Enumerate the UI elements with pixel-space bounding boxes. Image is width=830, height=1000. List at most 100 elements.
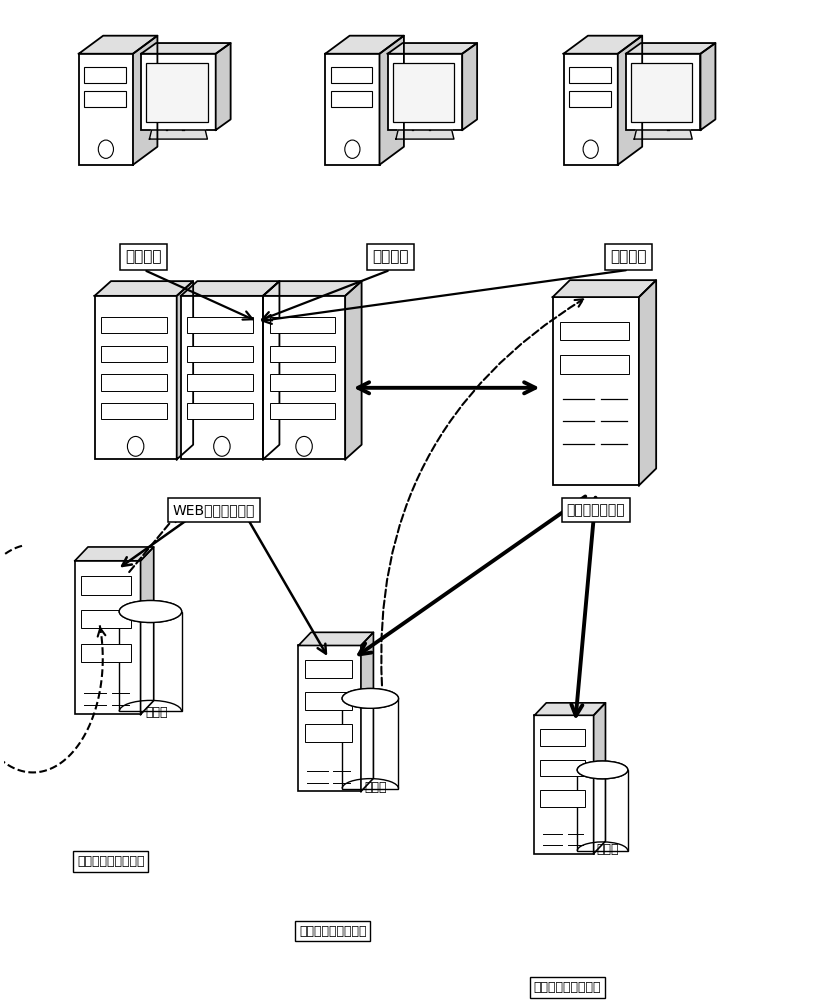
Bar: [631, 63, 692, 122]
Polygon shape: [181, 281, 280, 296]
Circle shape: [295, 436, 312, 456]
Bar: [101, 317, 167, 333]
Circle shape: [128, 436, 144, 456]
Bar: [95, 296, 177, 459]
Bar: [270, 403, 335, 419]
Bar: [559, 355, 628, 374]
Bar: [393, 63, 454, 122]
Polygon shape: [95, 281, 193, 296]
Ellipse shape: [120, 601, 182, 622]
Ellipse shape: [342, 688, 398, 708]
Bar: [305, 724, 352, 742]
Bar: [101, 403, 167, 419]
Text: 访问控制服务器: 访问控制服务器: [566, 503, 625, 517]
Polygon shape: [361, 632, 374, 791]
Bar: [181, 296, 263, 459]
Bar: [188, 346, 253, 362]
Bar: [305, 692, 352, 710]
Polygon shape: [379, 36, 404, 165]
Bar: [270, 346, 335, 362]
Bar: [564, 54, 618, 165]
Bar: [569, 67, 611, 83]
Text: 用户主机: 用户主机: [372, 249, 408, 264]
Bar: [146, 63, 208, 122]
Text: 分布式数据库服务器: 分布式数据库服务器: [77, 855, 144, 868]
Bar: [559, 322, 628, 340]
Bar: [325, 54, 379, 165]
Bar: [330, 91, 373, 107]
Polygon shape: [263, 281, 362, 296]
Ellipse shape: [342, 688, 398, 708]
Bar: [101, 346, 167, 362]
Polygon shape: [140, 547, 154, 714]
Polygon shape: [149, 130, 208, 139]
Bar: [553, 297, 639, 485]
Ellipse shape: [577, 761, 627, 779]
Polygon shape: [535, 703, 605, 715]
Polygon shape: [701, 43, 715, 130]
Polygon shape: [75, 547, 154, 561]
Bar: [79, 54, 133, 165]
Bar: [81, 610, 131, 628]
Text: 用户主机: 用户主机: [125, 249, 162, 264]
Bar: [342, 698, 398, 789]
Circle shape: [213, 436, 230, 456]
Bar: [626, 54, 701, 130]
Polygon shape: [177, 281, 193, 459]
Bar: [330, 67, 373, 83]
Bar: [188, 374, 253, 391]
Text: 数据库: 数据库: [145, 706, 168, 719]
Polygon shape: [618, 36, 642, 165]
Polygon shape: [462, 43, 477, 130]
Bar: [188, 403, 253, 419]
Circle shape: [98, 140, 114, 158]
Polygon shape: [263, 281, 280, 459]
Polygon shape: [133, 36, 158, 165]
Bar: [263, 296, 345, 459]
Text: 用户主机: 用户主机: [610, 249, 647, 264]
Polygon shape: [345, 281, 362, 459]
Bar: [141, 54, 216, 130]
Bar: [270, 374, 335, 391]
Bar: [540, 790, 585, 807]
Text: 分布式数据库服务器: 分布式数据库服务器: [533, 981, 601, 994]
Bar: [305, 660, 352, 678]
Text: 数据库: 数据库: [597, 843, 619, 856]
Polygon shape: [626, 43, 715, 54]
Bar: [569, 91, 611, 107]
Polygon shape: [634, 130, 692, 139]
Bar: [540, 760, 585, 776]
Polygon shape: [141, 43, 231, 54]
Circle shape: [344, 140, 360, 158]
Bar: [81, 576, 131, 595]
Polygon shape: [388, 43, 477, 54]
Bar: [535, 715, 593, 854]
Bar: [84, 67, 126, 83]
Polygon shape: [79, 36, 158, 54]
Bar: [84, 91, 126, 107]
Bar: [188, 317, 253, 333]
Circle shape: [583, 140, 598, 158]
Polygon shape: [396, 130, 454, 139]
Bar: [299, 645, 361, 791]
Bar: [540, 729, 585, 746]
Polygon shape: [564, 36, 642, 54]
Bar: [101, 374, 167, 391]
Text: WEB应用服务器组: WEB应用服务器组: [173, 503, 255, 517]
Text: 分布式数据库服务器: 分布式数据库服务器: [299, 925, 367, 938]
Ellipse shape: [120, 601, 182, 622]
Polygon shape: [553, 280, 657, 297]
Bar: [81, 644, 131, 662]
Polygon shape: [325, 36, 404, 54]
Bar: [270, 317, 335, 333]
Polygon shape: [639, 280, 657, 485]
Bar: [388, 54, 462, 130]
Bar: [75, 561, 140, 714]
Bar: [120, 612, 182, 711]
Polygon shape: [593, 703, 605, 854]
Text: 数据库: 数据库: [364, 781, 387, 794]
Bar: [577, 770, 627, 851]
Polygon shape: [216, 43, 231, 130]
Polygon shape: [299, 632, 374, 645]
Ellipse shape: [577, 761, 627, 779]
